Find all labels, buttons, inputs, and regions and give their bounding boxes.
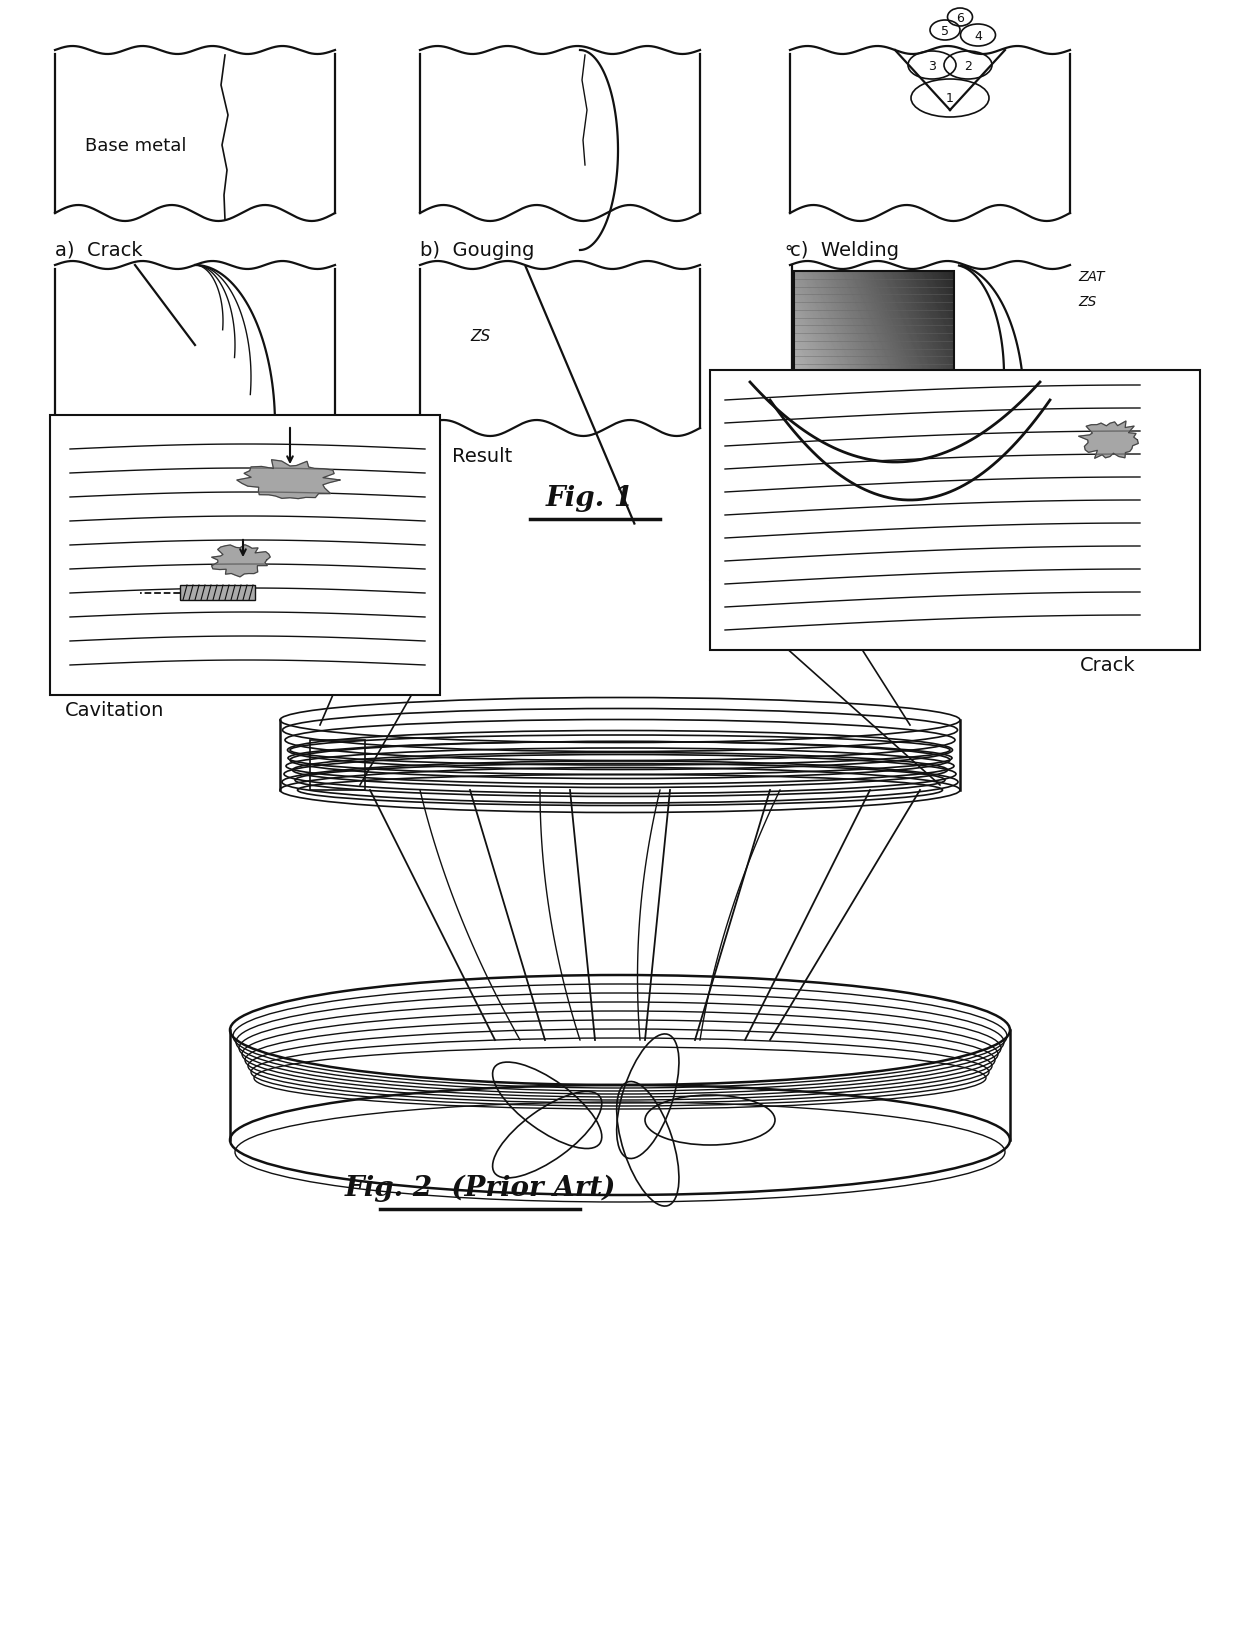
Text: Fig. 2  (Prior Art): Fig. 2 (Prior Art) [345,1174,616,1201]
Text: ZS: ZS [470,329,490,344]
Text: d)  - Grinding: d) - Grinding [55,445,185,465]
Bar [310,740,365,791]
Text: 2: 2 [963,59,972,72]
Text: 3: 3 [928,59,936,72]
Text: 1: 1 [946,93,954,106]
Text: ZS: ZS [1078,295,1096,308]
Text: Fig. 1: Fig. 1 [546,484,634,512]
Text: e)  Result: e) Result [420,445,512,465]
Text: °: ° [784,244,792,262]
Text: b)  Gouging: b) Gouging [420,241,534,259]
Text: 6: 6 [956,11,963,24]
Polygon shape [1079,422,1138,460]
Text: 4: 4 [975,29,982,42]
Text: ZAT: ZAT [1078,271,1105,284]
Bar [794,272,954,427]
Bar [180,585,255,600]
Text: Crack: Crack [1080,655,1136,675]
Text: - Polishing: - Polishing [55,468,192,487]
Polygon shape [212,546,270,577]
Bar [50,416,440,696]
Text: Base metal: Base metal [86,137,186,155]
Polygon shape [237,460,340,499]
Text: f)  Thermal Treatment (TT): f) Thermal Treatment (TT) [775,445,1033,465]
Text: a)  Crack: a) Crack [55,241,143,259]
Text: Cavitation: Cavitation [64,701,165,719]
Text: 5: 5 [941,24,949,37]
Text: c)  Welding: c) Welding [790,241,899,259]
Bar [711,370,1200,650]
